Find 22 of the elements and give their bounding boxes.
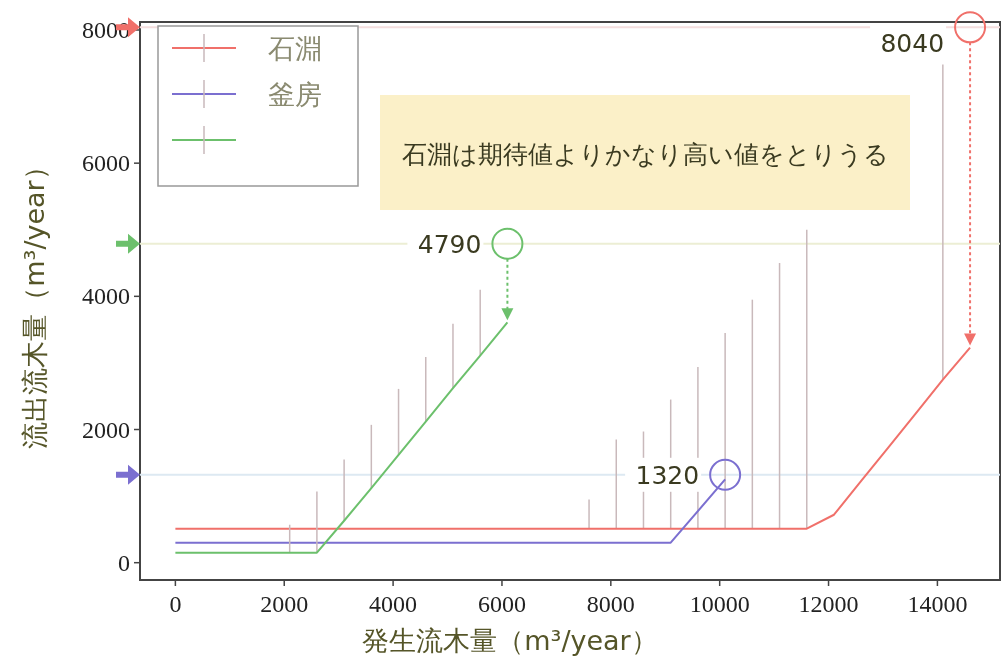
x-tick-label: 10000	[689, 591, 750, 617]
x-tick-label: 0	[169, 591, 182, 617]
x-tick-label: 12000	[798, 591, 859, 617]
legend-label: 釜房	[268, 79, 322, 110]
legend-label: 石淵	[268, 33, 322, 64]
annotation: 1320	[635, 460, 700, 490]
annotation: 石淵は期待値よりかなり高い値をとりうる	[401, 140, 889, 169]
line-series	[174, 321, 509, 554]
x-axis-title: 発生流木量（m³/year）	[362, 625, 658, 656]
x-tick-label: 6000	[477, 591, 526, 617]
y-tick-label: 2000	[82, 416, 130, 443]
annotation: 8040	[880, 29, 945, 58]
y-tick-label: 4000	[82, 283, 130, 310]
x-tick-label: 2000	[260, 591, 309, 617]
y-axis-title: 流出流木量（m³/year）	[19, 153, 50, 449]
x-tick-label: 8000	[586, 591, 635, 617]
y-tick-label: 6000	[82, 150, 130, 177]
x-tick-label: 4000	[369, 591, 418, 617]
y-tick-label: 0	[118, 549, 130, 576]
x-tick-label: 14000	[907, 591, 968, 617]
annotation: 4790	[417, 229, 482, 259]
note: 石淵は期待値よりかなり高い値をとりうる	[380, 95, 910, 210]
